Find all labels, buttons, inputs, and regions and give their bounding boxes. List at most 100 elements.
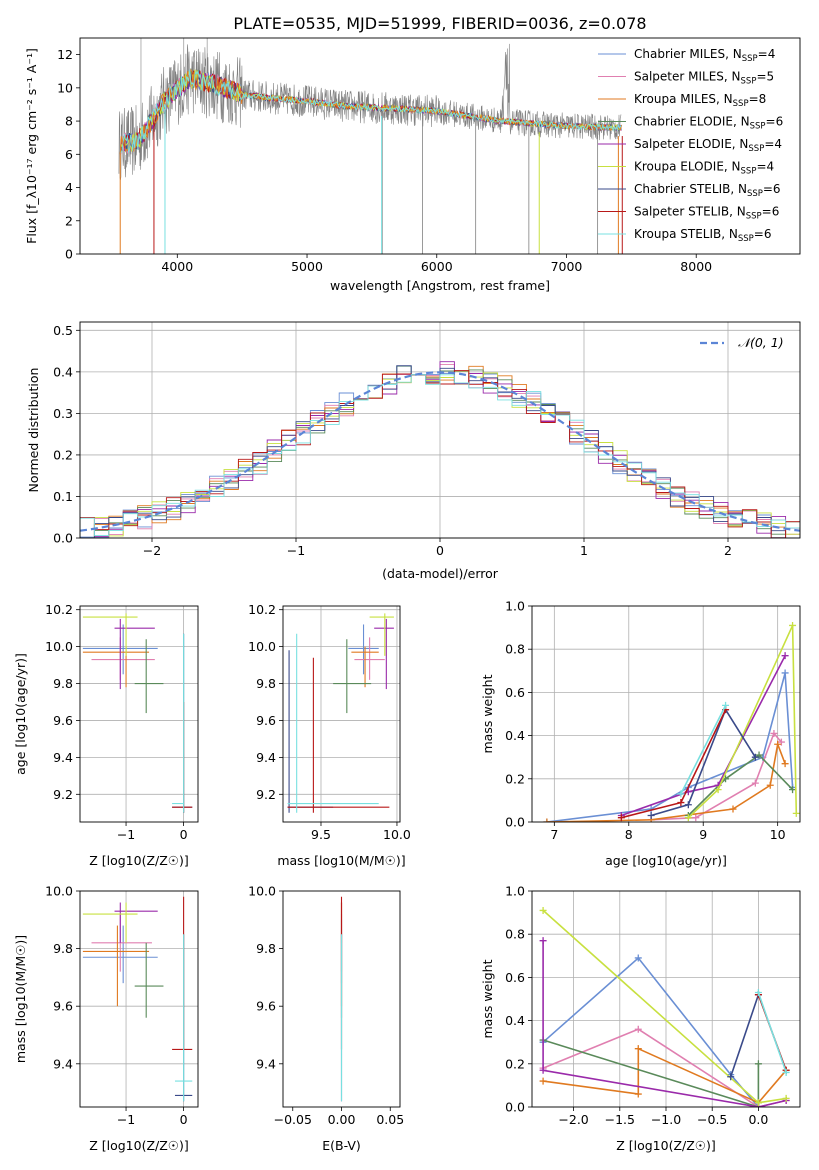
mass-weight-line-3 [546,741,786,822]
x-tick-label: 9.5 [311,827,331,842]
y-tick-label: 10.0 [248,884,276,899]
y-tick-label: 9.4 [53,750,73,765]
plus-marker [539,1066,547,1074]
x-tick-label: 6000 [421,259,453,274]
y-axis-label: mass weight [480,674,495,753]
errorbar-point-4 [134,942,164,1018]
y-tick-label: 6 [65,147,73,162]
plot-area [80,361,800,538]
axes-frame: 7 8 9 10 0.0 0.2 0.4 0.6 0.8 1.0 age [log10(age/yr… [480,599,801,868]
axes-frame: −0.05 0.00 0.05 9.4 9.6 9.8 10.0 E(B-V) [248,884,404,1154]
legend-entry: Chabrier ELODIE, NSSP=6 [634,115,783,132]
plus-marker [539,906,547,914]
axes-frame: −1 0 9.4 9.6 9.8 10.0 Z [log10(Z/Z☉)] mass [log… [13,884,199,1153]
plus-marker [539,937,547,945]
panel-mass-weight-vs-Z: −2.0 −1.5 −1.0 −0.5 0.0 0.0 0.2 0.4 0.6 0.8 1.0 Z [… [480,884,801,1153]
errorbar-point-3 [82,646,150,688]
y-tick-label: 9.4 [53,1056,73,1071]
y-tick-label: 0.4 [505,1013,525,1028]
x-tick-label: 0.0 [748,1112,768,1127]
plus-marker [543,818,551,822]
y-axis-label: mass [log10(M/M☉)] [13,935,28,1063]
plus-marker [684,801,692,809]
y-axis-label: Flux [f_λ10⁻¹⁷ erg cm⁻² s⁻¹ A⁻¹] [24,48,39,244]
errorbar-point-9 [172,633,185,813]
y-tick-label: 10 [57,80,73,95]
legend-entry: Chabrier STELIB, NSSP=6 [634,182,781,199]
errorbar-point-6 [82,902,138,943]
x-tick-label: 10 [770,827,786,842]
axes-border [531,605,801,823]
plus-marker [692,814,700,822]
mass-weight-line-7 [729,994,760,1078]
x-tick-label: 2 [724,543,732,558]
plus-marker [770,729,778,737]
plot-area [82,613,193,813]
y-tick-label: 10.0 [45,884,73,899]
x-tick-label: −1.0 [651,1112,681,1127]
legend-entry: Chabrier MILES, NSSP=4 [634,47,775,64]
x-axis-label: Z [log10(Z/Z☉)] [89,1138,189,1153]
y-tick-label: 0.8 [505,642,525,657]
x-tick-label: 4000 [161,259,193,274]
mass-weight-line-1 [546,672,794,822]
plot-area [539,906,790,1107]
x-tick-label: 0.00 [328,1112,356,1127]
plus-marker [634,954,642,962]
errorbar-point-7 [172,633,193,813]
plus-marker [677,790,685,798]
axes-frame: −2 −1 0 1 2 0.0 0.1 0.2 0.3 0.4 0.5 (data-model)/er… [26,321,801,581]
panel-mass-vs-EBV: −0.05 0.00 0.05 9.4 9.6 9.8 10.0 E(B-V) [248,884,404,1154]
plus-marker [684,814,692,822]
x-tick-label: −2 [143,543,161,558]
legend-entry: Kroupa MILES, NSSP=8 [634,92,766,109]
panel-age-vs-Z: −1 0 9.2 9.4 9.6 9.8 10.0 10.2 Z [log10(Z/Z☉)] ag… [13,602,199,868]
mass-weight-line-1 [542,956,760,1107]
y-tick-label: 0.0 [505,815,525,830]
plus-marker [789,786,797,794]
axes-frame: −2.0 −1.5 −1.0 −0.5 0.0 0.0 0.2 0.4 0.6 0.8 1.0 Z [… [480,884,801,1153]
axes-frame: 9.5 10.0 9.2 9.4 9.6 9.8 10.0 10.2 mass [log10(M… [248,602,411,868]
y-tick-label: 9.6 [256,999,276,1014]
y-tick-label: 9.8 [53,676,73,691]
plus-marker [722,701,730,709]
legend-entry: Salpeter STELIB, NSSP=6 [634,205,779,222]
mass-weight-line-6 [542,909,787,1104]
legend-entry: Salpeter MILES, NSSP=5 [634,70,774,87]
y-tick-label: 0.6 [505,685,525,700]
panel-residuals: −2 −1 0 1 2 0.0 0.1 0.2 0.3 0.4 0.5 (data-model)/er… [26,321,801,581]
errorbar-point-5 [114,902,158,943]
plot-area [543,621,800,822]
errorbar-point-4 [333,639,372,714]
plus-marker [727,1073,735,1081]
y-tick-label: 10.2 [248,602,276,617]
panel-mass-weight-vs-age: 7 8 9 10 0.0 0.2 0.4 0.6 0.8 1.0 age [log10(age/yr… [480,599,801,868]
y-axis-label: mass weight [480,959,495,1038]
errorbar-point-3 [82,925,150,1007]
legend-entry: Kroupa STELIB, NSSP=6 [634,227,772,244]
y-tick-label: 9.4 [256,750,276,765]
mass-weight-line-4 [542,1039,760,1107]
errorbar-point-8 [172,896,193,1050]
y-tick-label: 9.6 [53,999,73,1014]
y-tick-label: 0.4 [505,728,525,743]
y-tick-label: 10.2 [45,602,73,617]
mass-weight-line-5 [621,655,786,817]
y-tick-label: 0.6 [505,970,525,985]
errorbar-point-5 [374,618,394,690]
plus-marker [754,1060,762,1068]
axes-border [79,37,801,255]
plus-marker [729,805,737,813]
y-tick-label: 0.5 [53,323,73,338]
x-axis-label: wavelength [Angstrom, rest frame] [330,278,550,293]
y-tick-label: 0.4 [53,364,73,379]
errorbar-point-6 [82,613,138,656]
y-tick-label: 9.4 [256,1056,276,1071]
plus-marker [782,1094,790,1102]
panel-age-vs-mass: 9.5 10.0 9.2 9.4 9.6 9.8 10.0 10.2 mass [log10(M… [248,602,411,868]
errorbar-point-7 [287,650,334,813]
x-axis-label: mass [log10(M/M☉)] [277,853,405,868]
y-tick-label: 0.2 [505,1056,525,1071]
figure-title: PLATE=0535, MJD=51999, FIBERID=0036, z=0… [233,14,646,33]
errorbar-point-4 [134,639,164,714]
